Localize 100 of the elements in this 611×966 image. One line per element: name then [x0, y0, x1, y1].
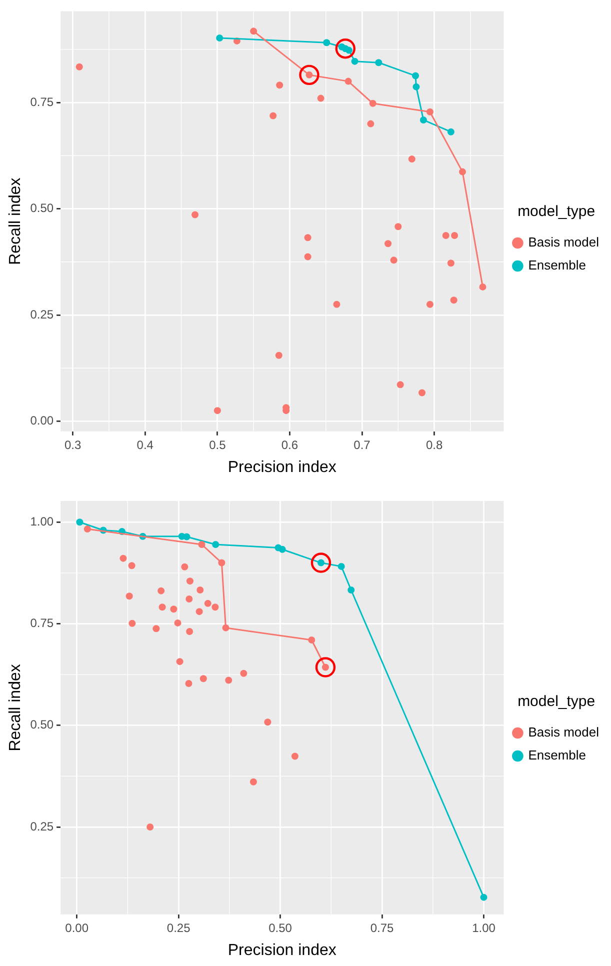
point — [192, 211, 199, 218]
point — [185, 680, 192, 688]
x-axis-title: Precision index — [228, 458, 336, 476]
legend-label: Basis model — [528, 234, 600, 250]
point — [412, 83, 420, 90]
point — [186, 628, 194, 635]
point — [338, 562, 345, 570]
point — [418, 389, 426, 396]
point — [128, 562, 136, 570]
point — [426, 108, 434, 116]
point — [186, 578, 194, 585]
point — [158, 587, 165, 594]
y-axis-title: Recall index — [7, 664, 24, 752]
y-tick-label: 0.00 — [30, 414, 54, 428]
y-tick-label: 0.25 — [30, 819, 54, 834]
legend-title: model_type — [518, 203, 596, 220]
point — [212, 604, 219, 611]
point — [384, 240, 392, 248]
point — [240, 670, 248, 677]
point — [204, 600, 212, 607]
point — [186, 595, 193, 602]
point — [222, 624, 230, 632]
point — [394, 223, 402, 230]
point — [76, 63, 83, 70]
legend-label: Ensemble — [528, 748, 586, 763]
point — [218, 559, 226, 566]
point — [158, 604, 166, 611]
point — [451, 232, 458, 240]
point — [450, 296, 458, 304]
point — [291, 752, 298, 760]
y-tick-label: 0.50 — [30, 201, 54, 216]
point — [480, 894, 488, 901]
point — [335, 38, 356, 59]
point — [198, 540, 206, 548]
x-tick-label: 0.5 — [209, 438, 226, 452]
point — [276, 82, 284, 89]
point — [76, 518, 84, 526]
point — [348, 586, 355, 594]
point — [84, 526, 91, 533]
point — [304, 253, 312, 260]
point — [264, 718, 272, 726]
x-tick-label: 0.6 — [281, 438, 298, 452]
point — [344, 78, 352, 85]
point — [375, 59, 382, 66]
point — [270, 112, 277, 120]
point — [304, 234, 312, 242]
point — [250, 28, 258, 35]
point — [479, 283, 486, 290]
point — [308, 636, 316, 644]
point — [299, 64, 320, 86]
point — [196, 608, 203, 616]
point — [390, 256, 398, 264]
x-tick-label: 0.7 — [354, 438, 371, 452]
point — [181, 563, 188, 570]
point — [447, 260, 454, 267]
point — [146, 824, 154, 831]
point — [275, 352, 282, 359]
x-tick-label: 0.3 — [64, 438, 82, 452]
legend-label: Basis model — [528, 724, 600, 740]
point — [176, 658, 184, 666]
point — [170, 606, 178, 613]
point — [183, 533, 190, 540]
point — [128, 620, 136, 627]
y-tick-label: 0.25 — [30, 307, 54, 322]
x-axis-title: Precision index — [228, 942, 336, 959]
point — [426, 300, 434, 308]
point — [310, 552, 332, 573]
point — [408, 156, 416, 163]
point — [212, 540, 220, 548]
legend-title: model_type — [518, 693, 596, 710]
x-tick-label: 0.25 — [166, 920, 191, 935]
point — [315, 657, 336, 678]
x-tick-label: 0.75 — [370, 920, 394, 935]
x-tick-label: 1.00 — [472, 920, 496, 935]
legend-label: Ensemble — [528, 258, 586, 273]
point — [458, 168, 466, 176]
point — [420, 116, 427, 124]
point — [152, 625, 160, 632]
point — [214, 407, 221, 414]
point — [174, 619, 182, 626]
point — [367, 120, 374, 128]
y-axis-title: Recall index — [7, 178, 24, 265]
point — [216, 34, 224, 42]
point — [351, 58, 358, 65]
point — [333, 300, 340, 308]
point — [250, 778, 257, 786]
point — [396, 381, 404, 388]
point — [126, 592, 133, 600]
y-tick-label: 0.75 — [30, 94, 54, 109]
point — [225, 676, 232, 684]
y-tick-label: 0.75 — [30, 616, 54, 630]
point — [412, 72, 419, 80]
point — [120, 554, 127, 562]
x-tick-label: 0.4 — [136, 438, 154, 452]
point — [323, 39, 330, 46]
point — [369, 100, 376, 107]
point — [200, 675, 207, 682]
y-tick-label: 0.50 — [30, 718, 54, 732]
point — [442, 232, 450, 240]
point — [196, 586, 204, 594]
